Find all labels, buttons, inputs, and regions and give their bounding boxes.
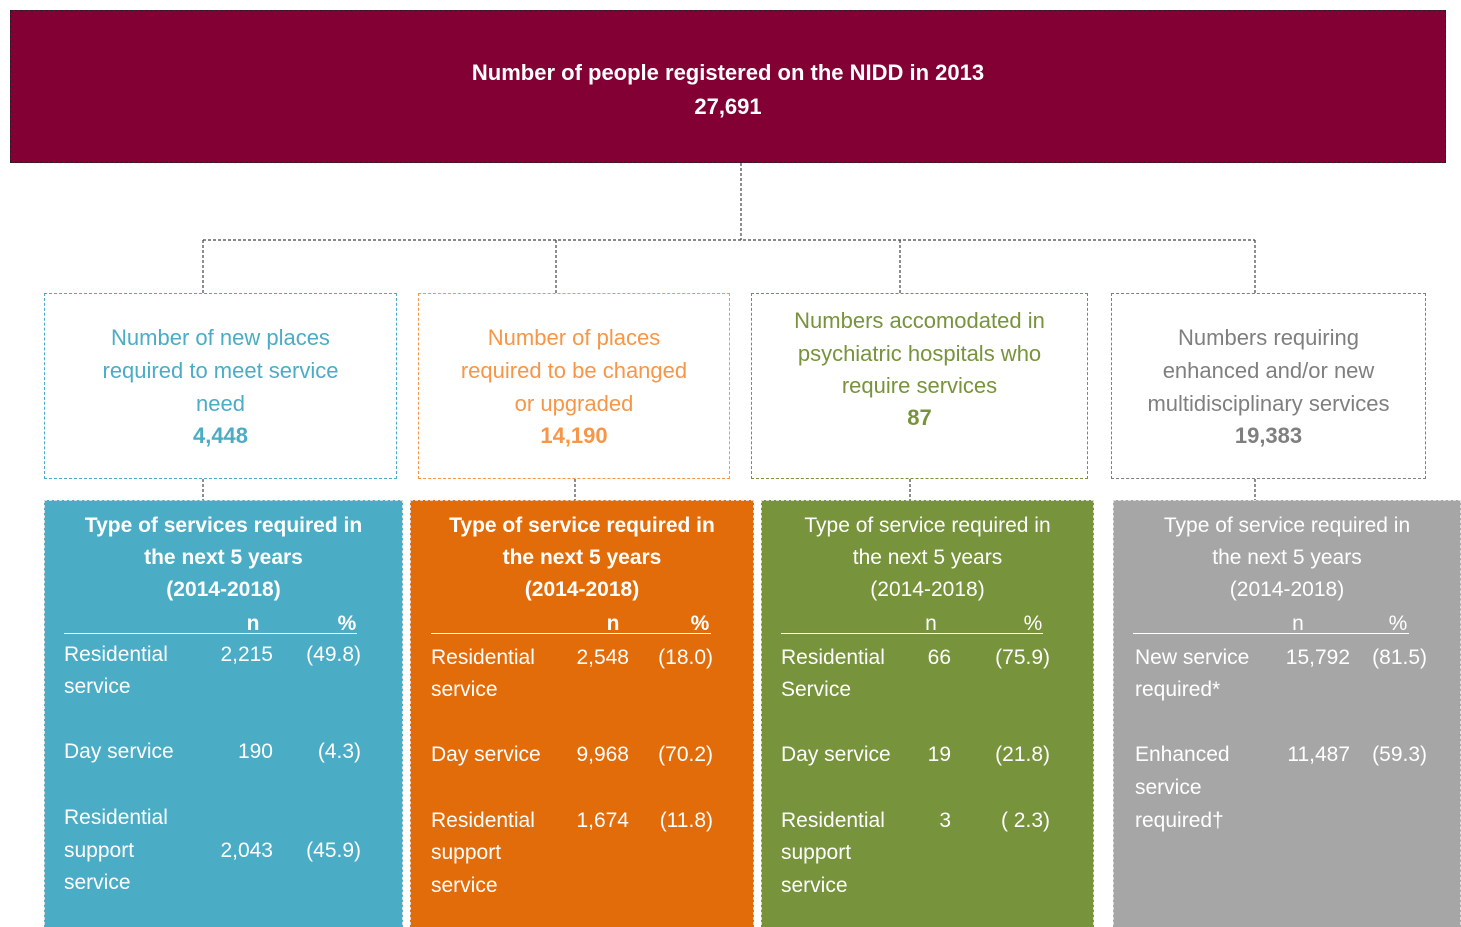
col-header-pct: % [1023,612,1043,635]
detail-title: (2014-2018) [1229,578,1345,601]
underline [431,633,711,634]
col-header-pct: % [337,612,357,635]
col-header-n: n [606,612,620,635]
row-label: support [431,841,502,864]
row-n: 2,043 [220,839,273,862]
underline [781,633,1043,634]
detail-title: Type of services required in [84,514,363,537]
header-value: 14,190 [540,423,608,448]
row-pct: (11.8) [659,809,713,832]
col-header-n: n [1292,612,1304,635]
row-label: service [64,871,131,894]
header-text: need [196,391,245,416]
header-box [1111,293,1426,479]
top-title: Number of people registered on the NIDD … [471,60,985,85]
row-pct: ( 2.3) [1000,809,1050,832]
header-text: require services [841,373,998,398]
row-pct: (18.0) [658,646,713,669]
header-value: 19,383 [1234,423,1303,448]
row-pct: (75.9) [995,646,1050,669]
row-label: Residential [64,643,168,666]
col-header-pct: % [1388,612,1408,635]
header-text: Number of places [487,325,661,350]
top-value: 27,691 [694,94,762,119]
top-box [10,10,1446,163]
col-header-n: n [925,612,937,635]
header-text: required to be changed [460,358,688,383]
row-pct: (81.5) [1372,646,1427,669]
row-n: 15,792 [1285,646,1350,669]
row-label: service [64,675,131,698]
row-label: service [431,874,498,897]
detail-box [44,500,403,927]
row-label: Enhanced [1135,743,1230,766]
row-label: Residential [64,806,168,829]
row-n: 2,215 [220,643,273,666]
row-n: 9,968 [576,743,629,766]
detail-title: (2014-2018) [524,578,640,601]
detail-title: Type of service required in [804,514,1051,537]
row-label: Residential [431,809,535,832]
row-label: Residential [781,646,885,669]
header-text: Numbers accomodated in [794,308,1045,333]
row-pct: (45.9) [306,839,361,862]
detail-title: Type of service required in [449,514,715,537]
header-text: Number of new places [111,325,330,350]
header-text: psychiatric hospitals who [797,341,1042,366]
header-text: multidisciplinary services [1147,391,1390,416]
header-text: or upgraded [514,391,634,416]
row-pct: (21.8) [995,743,1050,766]
row-label: New service [1135,646,1250,669]
header-text: required to meet service [102,358,339,383]
row-label: Service [781,678,852,701]
row-label: support [64,839,135,862]
row-label: service [431,678,498,701]
underline [1133,633,1409,634]
row-n: 1,674 [576,809,629,832]
row-pct: (70.2) [658,743,713,766]
row-n: 2,548 [576,646,629,669]
row-label: required† [1135,809,1224,832]
detail-title: the next 5 years [502,546,662,569]
header-box [44,293,397,479]
row-n: 19 [927,743,951,766]
detail-title: the next 5 years [144,546,303,569]
row-label: Day service [64,740,174,763]
row-label: Day service [431,743,541,766]
row-pct: (4.3) [317,740,361,763]
row-label: service [1135,776,1202,799]
col-header-n: n [246,612,260,635]
header-text: enhanced and/or new [1162,358,1375,383]
row-label: Residential [781,809,885,832]
row-label: support [781,841,852,864]
row-n: 190 [237,740,273,763]
detail-title: Type of service required in [1163,514,1411,537]
row-label: required* [1135,678,1221,701]
detail-title: (2014-2018) [166,578,281,601]
header-box [418,293,730,479]
underline [64,633,357,634]
row-label: Residential [431,646,535,669]
row-pct: (59.3) [1372,743,1427,766]
detail-title: (2014-2018) [870,578,985,601]
row-label: Day service [781,743,891,766]
row-n: 66 [927,646,951,669]
detail-box [410,500,754,927]
row-label: service [781,874,848,897]
header-text: Numbers requiring [1178,325,1359,350]
row-n: 3 [939,809,951,832]
detail-title: the next 5 years [852,546,1003,569]
col-header-pct: % [690,612,710,635]
row-n: 11,487 [1287,743,1350,766]
header-value: 4,448 [192,423,249,448]
row-pct: (49.8) [306,643,361,666]
detail-box [1113,500,1461,927]
header-box [751,293,1088,479]
header-value: 87 [907,405,932,430]
detail-box [761,500,1094,927]
detail-title: the next 5 years [1212,546,1362,569]
